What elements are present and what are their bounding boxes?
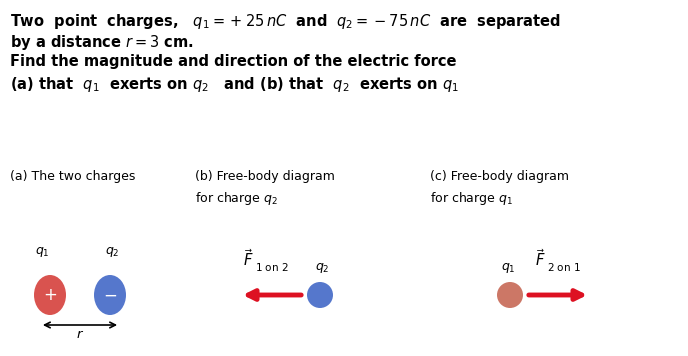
Text: $q_2$: $q_2$	[314, 261, 330, 275]
Text: $+$: $+$	[43, 286, 57, 304]
Circle shape	[497, 282, 523, 308]
Text: $-$: $-$	[103, 286, 117, 304]
Text: Find the magnitude and direction of the electric force: Find the magnitude and direction of the …	[10, 54, 457, 69]
Text: $q_1$: $q_1$	[501, 261, 515, 275]
Text: (a) that  $q_1$  exerts on $q_2$   and (b) that  $q_2$  exerts on $q_1$: (a) that $q_1$ exerts on $q_2$ and (b) t…	[10, 75, 459, 94]
Text: $q_2$: $q_2$	[105, 245, 119, 259]
Text: (c) Free-body diagram
for charge $q_1$: (c) Free-body diagram for charge $q_1$	[430, 170, 569, 207]
Ellipse shape	[34, 275, 66, 315]
Text: $\mathregular{1\ on\ 2}$: $\mathregular{1\ on\ 2}$	[255, 261, 289, 273]
Text: $\mathregular{2\ on\ 1}$: $\mathregular{2\ on\ 1}$	[547, 261, 581, 273]
Text: Two  point  charges,   $q_1 =+25\,nC$  and  $q_2 = -75\,nC$  are  separated: Two point charges, $q_1 =+25\,nC$ and $q…	[10, 12, 561, 31]
Text: (a) The two charges: (a) The two charges	[10, 170, 136, 183]
Text: by a distance $r = 3$ cm.: by a distance $r = 3$ cm.	[10, 33, 193, 52]
Text: $r$: $r$	[76, 328, 84, 341]
Ellipse shape	[94, 275, 126, 315]
Circle shape	[307, 282, 333, 308]
Text: (b) Free-body diagram
for charge $q_2$: (b) Free-body diagram for charge $q_2$	[195, 170, 335, 207]
Text: $\vec{F}$: $\vec{F}$	[535, 248, 546, 269]
Text: $q_1$: $q_1$	[34, 245, 50, 259]
Text: $\vec{F}$: $\vec{F}$	[243, 248, 254, 269]
